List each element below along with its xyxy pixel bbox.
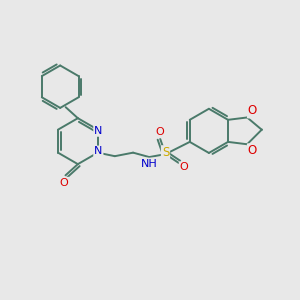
Text: NH: NH <box>141 158 158 169</box>
Text: N: N <box>94 146 103 157</box>
Text: S: S <box>162 146 169 159</box>
Text: O: O <box>156 127 164 137</box>
Text: O: O <box>248 144 257 157</box>
Text: O: O <box>180 162 188 172</box>
Text: O: O <box>248 104 257 118</box>
Text: N: N <box>94 126 103 136</box>
Text: O: O <box>60 178 68 188</box>
